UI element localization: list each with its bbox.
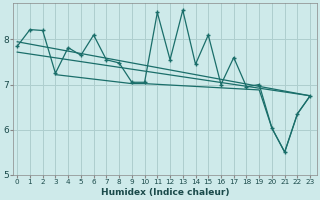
- X-axis label: Humidex (Indice chaleur): Humidex (Indice chaleur): [101, 188, 229, 197]
